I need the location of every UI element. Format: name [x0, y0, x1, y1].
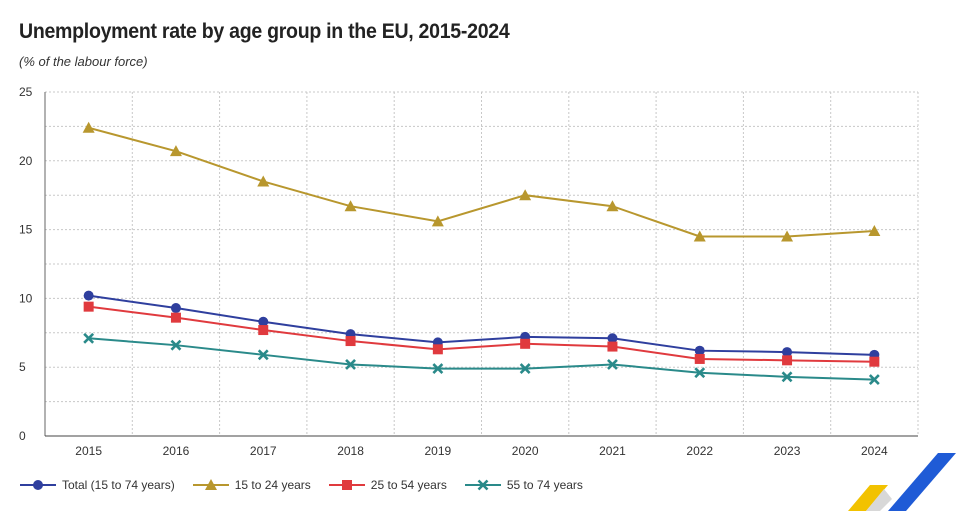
- data-point-15-to-24-years: [82, 121, 95, 133]
- data-point-total-15-to-74-years: [694, 345, 705, 356]
- legend-label: 15 to 24 years: [234, 478, 311, 492]
- data-point-55-to-74-years: [345, 359, 356, 370]
- data-point-55-to-74-years: [432, 363, 444, 374]
- legend-swatch-icon: [20, 480, 56, 490]
- data-point-55-to-74-years: [781, 371, 793, 383]
- x-tick-label: 2016: [163, 444, 190, 458]
- data-point-total-15-to-74-years: [83, 290, 94, 301]
- eurostat-logo-icon: [848, 453, 956, 511]
- x-tick-label: 2017: [250, 444, 277, 458]
- x-tick-label: 2022: [686, 444, 713, 458]
- data-point-total-15-to-74-years: [782, 347, 793, 358]
- legend-swatch-icon: [328, 480, 365, 490]
- x-tick-label: 2015: [75, 444, 102, 458]
- series-line-total-15-to-74-years: [88, 294, 875, 356]
- data-point-55-to-74-years: [694, 367, 706, 379]
- legend-swatch-icon: [192, 479, 229, 490]
- x-tick-label: 2024: [861, 444, 888, 458]
- x-tick-label: 2023: [774, 444, 801, 458]
- data-point-15-to-24-years: [344, 200, 357, 212]
- data-point-55-to-74-years: [519, 363, 531, 374]
- y-tick-label: 5: [19, 360, 26, 374]
- data-point-55-to-74-years: [257, 349, 269, 361]
- data-point-25-to-54-years: [345, 336, 356, 347]
- x-tick-label: 2019: [424, 444, 451, 458]
- chart-subtitle: (% of the labour force): [19, 54, 148, 69]
- data-point-15-to-24-years: [606, 200, 619, 212]
- y-tick-label: 10: [19, 291, 33, 305]
- data-point-25-to-54-years: [258, 325, 269, 336]
- data-point-25-to-54-years: [869, 356, 880, 367]
- data-point-25-to-54-years: [520, 338, 531, 349]
- data-point-55-to-74-years: [868, 374, 880, 386]
- data-point-25-to-54-years: [83, 301, 94, 312]
- data-point-25-to-54-years: [432, 344, 443, 355]
- data-point-55-to-74-years: [83, 332, 95, 344]
- data-point-15-to-24-years: [781, 230, 794, 242]
- data-point-55-to-74-years: [170, 339, 182, 351]
- y-tick-label: 25: [19, 85, 33, 99]
- legend-item: Total (15 to 74 years): [20, 478, 175, 492]
- series-line-55-to-74-years: [88, 337, 875, 381]
- x-tick-label: 2018: [337, 444, 364, 458]
- data-point-15-to-24-years: [257, 175, 270, 187]
- legend-label: 25 to 54 years: [370, 478, 447, 492]
- chart-legend: Total (15 to 74 years) 15 to 24 years 25 t…: [20, 478, 601, 492]
- legend-label: Total (15 to 74 years): [62, 478, 175, 492]
- data-point-25-to-54-years: [782, 355, 793, 366]
- data-point-total-15-to-74-years: [607, 333, 618, 344]
- series-line-25-to-54-years: [88, 305, 875, 363]
- data-point-15-to-24-years: [693, 230, 706, 242]
- legend-item: 25 to 54 years: [328, 478, 447, 492]
- y-tick-label: 0: [19, 429, 26, 443]
- data-point-15-to-24-years: [431, 215, 444, 227]
- chart-title: Unemployment rate by age group in the EU…: [19, 20, 510, 43]
- legend-item: 55 to 74 years: [464, 478, 583, 492]
- legend-item: 15 to 24 years: [192, 478, 311, 492]
- x-tick-label: 2021: [599, 444, 626, 458]
- data-point-25-to-54-years: [170, 312, 181, 323]
- data-point-55-to-74-years: [607, 359, 618, 370]
- y-tick-label: 15: [19, 223, 33, 237]
- x-tick-label: 2020: [512, 444, 539, 458]
- series-line-15-to-24-years: [88, 126, 875, 238]
- data-point-15-to-24-years: [169, 145, 182, 157]
- data-point-total-15-to-74-years: [258, 316, 269, 327]
- data-point-25-to-54-years: [607, 341, 618, 352]
- data-point-15-to-24-years: [519, 189, 532, 201]
- legend-swatch-icon: [464, 479, 501, 491]
- data-point-25-to-54-years: [694, 353, 705, 364]
- data-point-15-to-24-years: [868, 224, 881, 236]
- y-tick-label: 20: [19, 154, 33, 168]
- legend-label: 55 to 74 years: [506, 478, 583, 492]
- data-point-total-15-to-74-years: [170, 303, 181, 314]
